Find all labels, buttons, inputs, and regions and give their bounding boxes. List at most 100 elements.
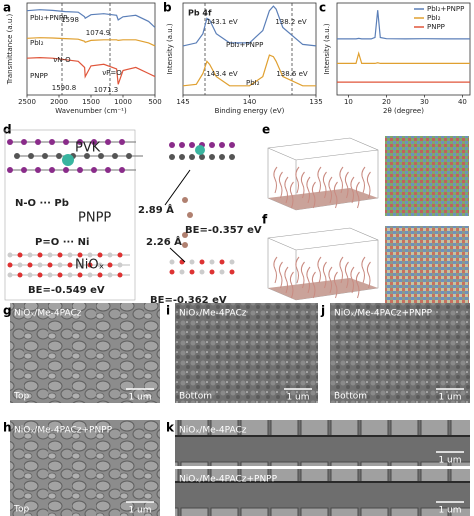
x-tick-label: 500 — [148, 98, 161, 106]
sem-view: Top — [13, 392, 29, 402]
annotation: 138.6 eV — [276, 70, 308, 78]
x-tick-label: 30 — [420, 98, 429, 106]
molecule — [333, 181, 338, 209]
sem-label: NiOₓ/Me-4PACz+PNPP — [334, 309, 433, 319]
atom — [17, 272, 23, 278]
atom — [189, 154, 195, 160]
panel-label: e — [262, 123, 270, 137]
atom — [37, 252, 43, 258]
atom — [199, 269, 205, 275]
atom — [67, 272, 73, 278]
molecule — [350, 176, 355, 204]
x-axis-label: Binding energy (eV) — [215, 107, 285, 115]
atom — [97, 272, 103, 278]
x-tick-label: 2000 — [50, 98, 68, 106]
molecule — [295, 256, 300, 284]
molecule — [366, 171, 371, 199]
x-tick-label: 2500 — [18, 98, 36, 106]
atom — [67, 252, 73, 258]
atom — [17, 262, 23, 268]
atom — [49, 167, 55, 173]
molecule — [366, 261, 371, 289]
legend-label: PbI₂+PNPP — [427, 5, 464, 13]
structure-label: BE=-0.357 eV — [185, 225, 262, 236]
atom — [117, 272, 123, 278]
atom — [219, 142, 225, 148]
panel-label: j — [320, 304, 325, 318]
series-label: PbI₂ — [30, 39, 44, 47]
molecule — [295, 166, 300, 194]
structure-label: N-O ··· Pb — [15, 198, 69, 209]
legend-label: PNPP — [427, 23, 445, 31]
atom — [195, 145, 205, 155]
series-line — [337, 10, 470, 40]
series-line — [182, 54, 316, 87]
molecule — [361, 166, 366, 194]
structure-label: 2.26 Å — [146, 235, 182, 248]
series-label: PbI₂+PNPP — [30, 14, 67, 22]
structure-label: PNPP — [78, 211, 111, 226]
atom — [77, 272, 83, 278]
x-tick-label: 135 — [309, 98, 322, 106]
atom — [7, 252, 13, 258]
annotation: νP=O — [102, 69, 122, 77]
atom — [187, 212, 193, 218]
atom — [189, 259, 195, 265]
atom — [169, 269, 175, 275]
atom — [179, 142, 185, 148]
atom — [7, 167, 13, 173]
atom — [182, 197, 188, 203]
annotation: 143.1 eV — [206, 18, 238, 26]
distance-arrow — [164, 169, 191, 206]
atom — [126, 153, 132, 159]
series-line — [26, 56, 156, 85]
scale-label: 1 um — [438, 456, 461, 466]
x-tick-label: 40 — [458, 98, 467, 106]
x-tick-label: 20 — [382, 98, 391, 106]
atom — [35, 139, 41, 145]
annotation: 1590.8 — [52, 84, 77, 92]
atom — [84, 153, 90, 159]
series-line — [26, 9, 156, 28]
atom — [169, 259, 175, 265]
atom — [97, 262, 103, 268]
atom — [91, 167, 97, 173]
atom — [87, 262, 93, 268]
atom — [62, 154, 74, 166]
annotation: νN-O — [53, 56, 71, 64]
molecule — [289, 271, 294, 299]
panel-label: d — [3, 123, 12, 137]
atom — [37, 272, 43, 278]
molecule — [284, 266, 289, 294]
atom — [21, 167, 27, 173]
structure-label: BE=-0.549 eV — [28, 285, 105, 296]
atom — [229, 269, 235, 275]
panel-label: c — [319, 1, 326, 15]
sem-image — [175, 420, 470, 466]
molecule — [311, 271, 316, 299]
annotation: 138.2 eV — [275, 18, 307, 26]
x-tick-label: 1000 — [114, 98, 132, 106]
molecule — [284, 176, 289, 204]
substrate — [268, 278, 378, 300]
molecule — [311, 181, 316, 209]
panel-label: g — [3, 304, 12, 318]
panel-label: i — [166, 304, 170, 318]
atom — [17, 252, 23, 258]
atom — [182, 232, 188, 238]
atom — [35, 167, 41, 173]
structure-label: PVK — [75, 141, 101, 156]
atom — [107, 262, 113, 268]
atom — [37, 262, 43, 268]
atom — [97, 252, 103, 258]
cell-box — [4, 129, 136, 301]
panel-label: h — [3, 421, 12, 435]
molecule — [306, 266, 311, 294]
sem-image — [10, 420, 160, 516]
atom — [47, 252, 53, 258]
series-line — [26, 37, 156, 47]
atom — [14, 153, 20, 159]
molecule — [300, 171, 305, 199]
y-axis-label: Intensity (a.u.) — [323, 23, 331, 75]
sem-image — [175, 469, 470, 516]
